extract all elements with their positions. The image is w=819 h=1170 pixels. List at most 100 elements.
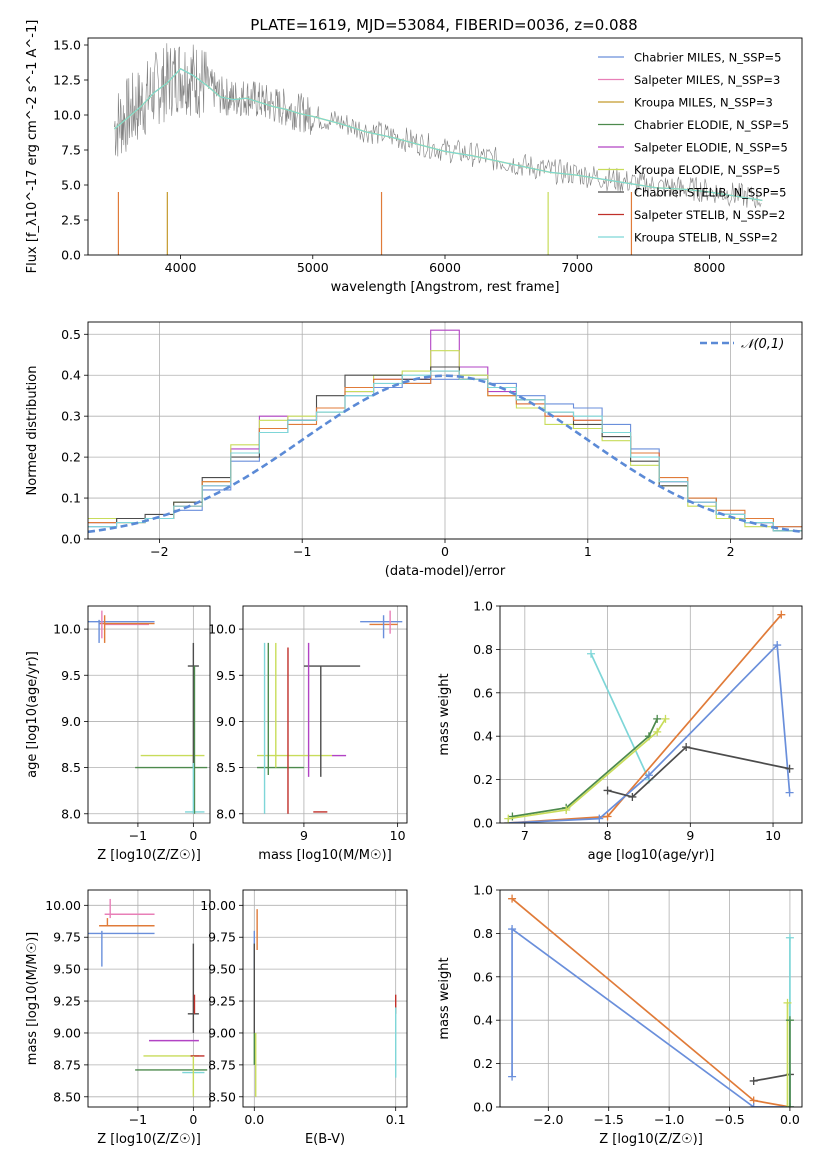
y-tick-label: 0.8 <box>473 642 493 657</box>
mass-weight-marker <box>785 764 794 773</box>
x-tick-label: 1 <box>584 544 592 559</box>
axes-frame <box>499 605 803 824</box>
y-tick-label: 9.5 <box>216 668 236 683</box>
gaussian-legend-label: 𝒩(0,1) <box>741 337 784 352</box>
y-tick-label: 12.5 <box>53 73 81 88</box>
mass-weight-marker <box>777 610 786 619</box>
histogram-marks <box>88 329 802 534</box>
x-tick-label: 9 <box>300 828 308 843</box>
mass-weight-marker <box>783 1103 792 1107</box>
x-axis-label: Z [log10(Z/Z☉)] <box>97 848 201 863</box>
mass-weight-marker <box>504 814 513 823</box>
legend-label: Chabrier ELODIE, N_SSP=5 <box>634 118 789 132</box>
mass-weight-marker <box>508 812 517 821</box>
y-tick-label: 0.6 <box>473 685 493 700</box>
x-axis-label: Z [log10(Z/Z☉)] <box>599 1132 703 1147</box>
age_vs_Z-marks <box>88 610 208 814</box>
histogram-step-series <box>88 370 802 532</box>
mass_vs_EBV-marks <box>253 909 397 1097</box>
mass-weight-marker <box>595 814 604 823</box>
y-tick-label: 0.2 <box>61 450 81 465</box>
mass-weight-marker <box>785 933 794 942</box>
axes-frame <box>499 889 803 1108</box>
x-tick-label: 4000 <box>165 260 197 275</box>
x-tick-label: −1 <box>129 1112 147 1127</box>
axes-frame <box>242 605 408 824</box>
mass-weight-series <box>607 746 790 798</box>
x-axis-label: Z [log10(Z/Z☉)] <box>97 1132 201 1147</box>
axes-frame <box>87 37 803 256</box>
y-axis-label: Flux [f_λ10^-17 erg cm^-2 s^-1 A^-1] <box>25 20 40 274</box>
y-tick-label: 8.5 <box>61 760 81 775</box>
mass-weight-series <box>512 718 658 818</box>
mass_vs_Z-panel: −1 0 8.50 8.75 9.00 9.25 9.50 9.75 10.00 Z [log10… <box>25 889 211 1147</box>
mass-weight-series <box>511 927 790 1107</box>
histogram-panel: −2 −1 0 1 2 0.0 0.1 0.2 0.3 0.4 0.5 (data-model)/er… <box>25 321 803 579</box>
y-tick-label: 9.00 <box>208 1025 236 1040</box>
y-tick-label: 0.4 <box>61 368 81 383</box>
x-tick-label: 0 <box>189 828 197 843</box>
mass-weight-marker <box>653 727 662 736</box>
x-tick-label: −1 <box>293 544 311 559</box>
x-tick-label: 10 <box>390 828 406 843</box>
y-tick-label: 0.2 <box>473 772 493 787</box>
mass-weight-marker <box>785 1016 794 1025</box>
mass-weight-series <box>508 718 667 820</box>
weight_vs_age-panel: 7 8 9 10 0.0 0.2 0.4 0.6 0.8 1.0 age [log10(age/yr… <box>437 599 803 863</box>
x-tick-label: 7000 <box>561 260 593 275</box>
y-tick-label: 0.5 <box>61 327 81 342</box>
x-tick-label: 2 <box>727 544 735 559</box>
axes-frame <box>87 321 803 540</box>
x-tick-label: 5000 <box>297 260 329 275</box>
legend-label: Kroupa ELODIE, N_SSP=5 <box>634 163 780 177</box>
y-tick-label: 8.50 <box>53 1089 81 1104</box>
x-axis-label: wavelength [Angstrom, rest frame] <box>331 280 560 295</box>
legend-label: Chabrier MILES, N_SSP=5 <box>634 51 781 65</box>
y-tick-label: 0.4 <box>473 729 493 744</box>
age_vs_Z-panel: −1 0 8.0 8.5 9.0 9.5 10.0 Z [log10(Z/Z☉)] age [l… <box>25 605 211 863</box>
mass_vs_Z-marks <box>88 898 208 1097</box>
mass-weight-marker <box>562 805 571 814</box>
spectrum-title: PLATE=1619, MJD=53084, FIBERID=0036, z=0… <box>250 16 637 34</box>
y-axis-label: mass [log10(M/M☉)] <box>25 932 40 1065</box>
y-tick-label: 2.5 <box>61 213 81 228</box>
y-axis-label: Normed distribution <box>25 366 40 496</box>
y-tick-label: 5.0 <box>61 178 81 193</box>
y-tick-label: 8.5 <box>216 760 236 775</box>
gaussian-curve <box>88 374 802 534</box>
y-tick-label: 0.0 <box>61 532 81 547</box>
spectrum-legend: Chabrier MILES, N_SSP=5 Salpeter MILES, N… <box>598 51 789 245</box>
y-tick-label: 9.5 <box>61 668 81 683</box>
y-tick-label: 9.25 <box>208 994 236 1009</box>
x-tick-label: 10 <box>765 828 781 843</box>
y-tick-label: 10.00 <box>45 898 81 913</box>
spectrum-model-line <box>114 68 763 201</box>
mass-weight-series <box>511 898 791 1107</box>
legend-label: Kroupa STELIB, N_SSP=2 <box>634 231 778 245</box>
y-tick-label: 10.00 <box>200 898 236 913</box>
mass-weight-marker <box>749 1076 758 1085</box>
y-tick-label: 8.0 <box>216 806 236 821</box>
y-tick-label: 0.0 <box>61 248 81 263</box>
x-tick-label: 9 <box>686 828 694 843</box>
weight_vs_age-marks <box>504 610 794 823</box>
y-tick-label: 10.0 <box>208 622 236 637</box>
x-axis-label: mass [log10(M/M☉)] <box>258 848 391 863</box>
weight_vs_Z-marks <box>508 894 794 1107</box>
y-tick-label: 0.3 <box>61 409 81 424</box>
x-tick-label: −2 <box>150 544 168 559</box>
y-tick-label: 0.1 <box>61 491 81 506</box>
mass-weight-series <box>590 653 650 780</box>
y-tick-label: 10.0 <box>53 622 81 637</box>
y-tick-label: 8.75 <box>208 1057 236 1072</box>
y-tick-label: 1.0 <box>473 599 493 614</box>
y-tick-label: 9.75 <box>53 930 81 945</box>
legend-label: Salpeter ELODIE, N_SSP=5 <box>634 141 788 155</box>
y-axis-label: mass weight <box>437 957 452 1039</box>
y-tick-label: 15.0 <box>53 38 81 53</box>
axes-frame <box>242 889 408 1108</box>
y-tick-label: 0.0 <box>473 816 493 831</box>
age_vs_mass-marks <box>257 610 403 814</box>
mass-weight-marker <box>783 998 792 1007</box>
